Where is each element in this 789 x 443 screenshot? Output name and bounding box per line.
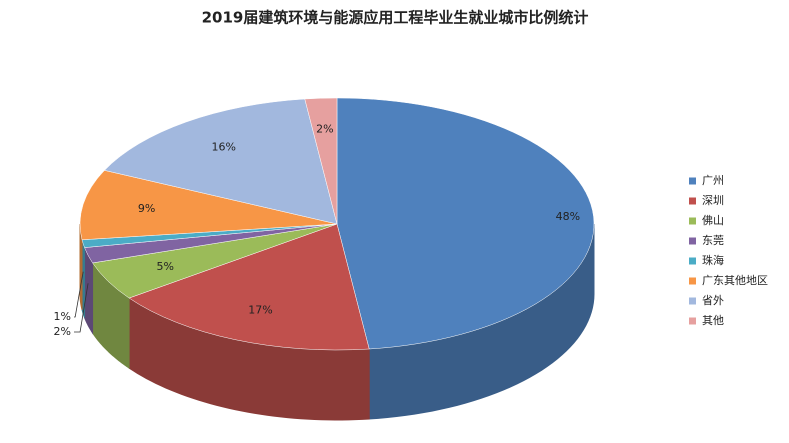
data-label: 1% xyxy=(54,310,71,323)
pie-slice xyxy=(103,98,338,225)
legend-label: 广州 xyxy=(702,174,724,187)
legend-swatch xyxy=(689,237,696,245)
legend-label: 深圳 xyxy=(702,194,724,207)
legend-label: 广东其他地区 xyxy=(702,274,768,287)
data-label: 16% xyxy=(211,141,235,154)
legend-label: 东莞 xyxy=(702,234,724,247)
data-label: 48% xyxy=(556,210,580,223)
data-label: 9% xyxy=(138,202,155,215)
legend-label: 珠海 xyxy=(702,253,724,267)
data-label: 2% xyxy=(316,123,333,136)
legend-label: 佛山 xyxy=(702,214,724,227)
leader-line xyxy=(74,271,84,318)
legend-swatch xyxy=(689,177,696,185)
legend-swatch xyxy=(689,197,696,205)
leader-line xyxy=(74,283,89,333)
legend-label: 省外 xyxy=(702,294,724,307)
chart-title: 2019届建筑环境与能源应用工程毕业生就业城市比例统计 xyxy=(202,9,589,27)
pie-slice xyxy=(304,97,338,225)
data-label: 17% xyxy=(248,304,272,317)
legend-swatch xyxy=(689,277,696,285)
legend-swatch xyxy=(689,297,696,305)
data-label: 2% xyxy=(54,325,71,338)
legend-swatch xyxy=(689,257,696,265)
pie-slice xyxy=(79,170,338,241)
legend-label: 其他 xyxy=(702,314,724,327)
legend-swatch xyxy=(689,217,696,225)
pie-slice xyxy=(128,223,370,351)
data-label: 5% xyxy=(157,260,174,273)
legend-swatch xyxy=(689,317,696,325)
pie-slice xyxy=(336,97,595,350)
